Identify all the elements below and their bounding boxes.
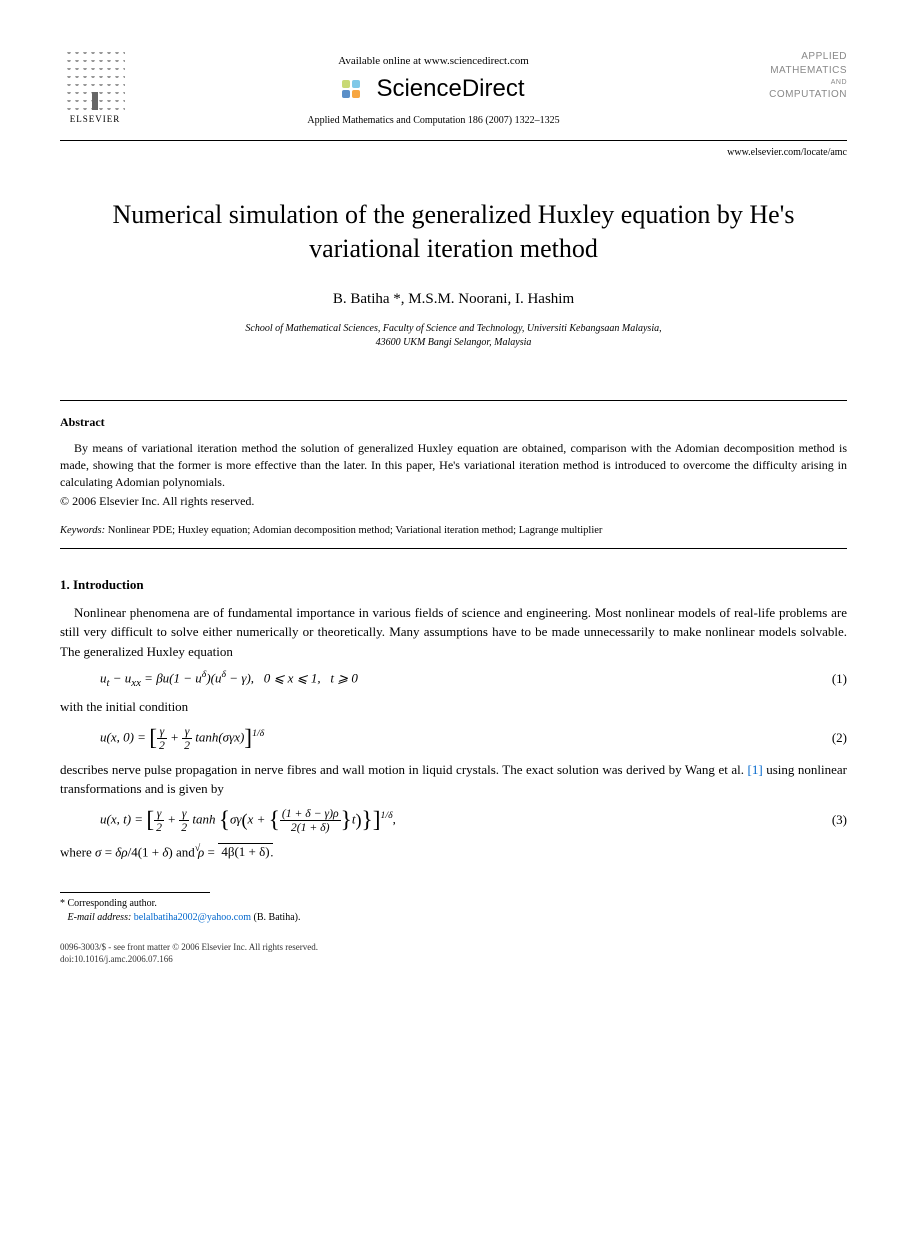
footnote-star: * Corresponding author.	[60, 898, 157, 909]
footer-doi: doi:10.1016/j.amc.2006.07.166	[60, 954, 173, 964]
cover-line: MATHEMATICS	[737, 64, 847, 78]
footnote-separator	[60, 892, 210, 893]
locate-url[interactable]: www.elsevier.com/locate/amc	[60, 140, 847, 158]
available-online-text: Available online at www.sciencedirect.co…	[130, 55, 737, 67]
article-affiliation: School of Mathematical Sciences, Faculty…	[60, 322, 847, 350]
intro-para-4: where σ = δρ/4(1 + δ) and ρ = 4β(1 + δ) …	[60, 842, 847, 862]
equation-1-number: (1)	[817, 671, 847, 687]
article-authors: B. Batiha *, M.S.M. Noorani, I. Hashim	[60, 291, 847, 308]
para3a: describes nerve pulse propagation in ner…	[60, 762, 748, 777]
keywords-body: Nonlinear PDE; Huxley equation; Adomian …	[108, 525, 603, 536]
abstract-label: Abstract	[60, 415, 847, 430]
elsevier-logo: ELSEVIER	[60, 50, 130, 130]
article-page: ELSEVIER Available online at www.science…	[0, 0, 907, 1006]
intro-para-2: with the initial condition	[60, 697, 847, 717]
sd-dot	[342, 80, 350, 88]
affiliation-line: 43600 UKM Bangi Selangor, Malaysia	[376, 337, 532, 348]
equation-3-row: u(x, t) = [γ2 + γ2 tanh {σγ(x + {(1 + δ …	[60, 807, 847, 834]
equation-2: u(x, 0) = [γ2 + γ2 tanh(σγx)]1/δ	[60, 725, 817, 752]
footer-line-1: 0096-3003/$ - see front matter © 2006 El…	[60, 942, 318, 952]
copyright-line: © 2006 Elsevier Inc. All rights reserved…	[60, 494, 847, 509]
cover-and: AND	[737, 78, 847, 88]
reference-link-1[interactable]: [1]	[748, 762, 763, 777]
corresponding-author-footnote: * Corresponding author. E-mail address: …	[60, 897, 847, 925]
sciencedirect-brand: ScienceDirect	[130, 75, 737, 103]
center-header: Available online at www.sciencedirect.co…	[130, 50, 737, 126]
equation-3-number: (3)	[817, 812, 847, 828]
sd-dot	[342, 90, 350, 98]
author-email[interactable]: belalbatiha2002@yahoo.com	[134, 912, 251, 923]
intro-para-3: describes nerve pulse propagation in ner…	[60, 760, 847, 799]
abstract-body: By means of variational iteration method…	[60, 440, 847, 492]
sciencedirect-text: ScienceDirect	[376, 75, 524, 103]
affiliation-line: School of Mathematical Sciences, Faculty…	[245, 323, 661, 334]
article-title: Numerical simulation of the generalized …	[60, 198, 847, 266]
cover-line: APPLIED	[737, 50, 847, 64]
header-row: ELSEVIER Available online at www.science…	[60, 50, 847, 130]
equation-1-row: ut − uxx = βu(1 − uδ)(uδ − γ), 0 ⩽ x ⩽ 1…	[60, 669, 847, 689]
divider	[60, 548, 847, 549]
sd-dot	[352, 90, 360, 98]
equation-2-row: u(x, 0) = [γ2 + γ2 tanh(σγx)]1/δ (2)	[60, 725, 847, 752]
section-1-label: 1. Introduction	[60, 577, 847, 593]
email-who: (B. Batiha).	[254, 912, 301, 923]
elsevier-tree-icon	[65, 50, 125, 110]
equation-2-number: (2)	[817, 730, 847, 746]
email-label: E-mail address:	[68, 912, 132, 923]
sciencedirect-icon	[342, 80, 368, 98]
divider	[60, 400, 847, 401]
elsevier-label: ELSEVIER	[70, 114, 121, 124]
equation-1: ut − uxx = βu(1 − uδ)(uδ − γ), 0 ⩽ x ⩽ 1…	[60, 669, 817, 689]
equation-3: u(x, t) = [γ2 + γ2 tanh {σγ(x + {(1 + δ …	[60, 807, 817, 834]
intro-para-1: Nonlinear phenomena are of fundamental i…	[60, 603, 847, 662]
keywords: Keywords: Nonlinear PDE; Huxley equation…	[60, 525, 847, 536]
journal-reference: Applied Mathematics and Computation 186 …	[130, 115, 737, 126]
footer-info: 0096-3003/$ - see front matter © 2006 El…	[60, 941, 847, 966]
sd-dot	[352, 80, 360, 88]
cover-line: COMPUTATION	[737, 88, 847, 102]
keywords-label: Keywords:	[60, 525, 105, 536]
journal-cover: APPLIED MATHEMATICS AND COMPUTATION	[737, 50, 847, 102]
